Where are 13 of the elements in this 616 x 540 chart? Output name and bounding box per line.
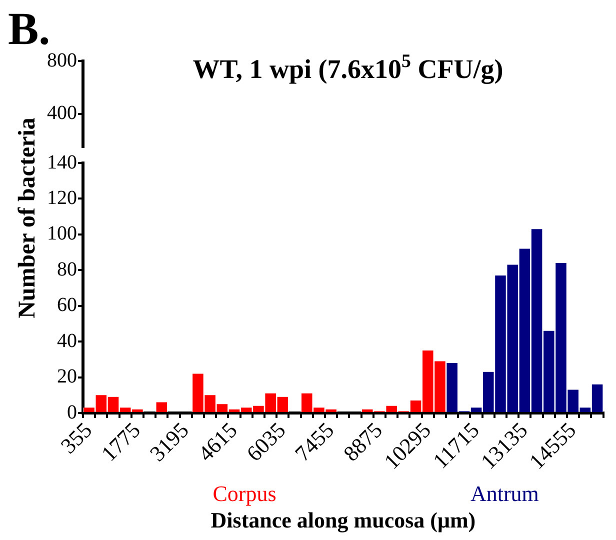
y-tick-label: 140 xyxy=(47,151,77,174)
y-tick-label: 120 xyxy=(47,186,77,209)
text: Corpus xyxy=(212,480,276,506)
y-tick-label: 400 xyxy=(47,102,77,124)
y-tick-label: 100 xyxy=(47,222,77,245)
y-axis-title: Number of bacteria xyxy=(14,118,42,318)
y-tick-label: 40 xyxy=(57,330,77,352)
y-tick-label: 80 xyxy=(57,258,77,280)
y-tick-label: 0 xyxy=(67,401,77,424)
y-tick-label: 60 xyxy=(57,294,77,316)
x-axis-title: Distance along mucosa (μm) xyxy=(210,508,476,533)
text: Antrum xyxy=(470,480,539,506)
y-tick-label: 20 xyxy=(57,366,77,388)
